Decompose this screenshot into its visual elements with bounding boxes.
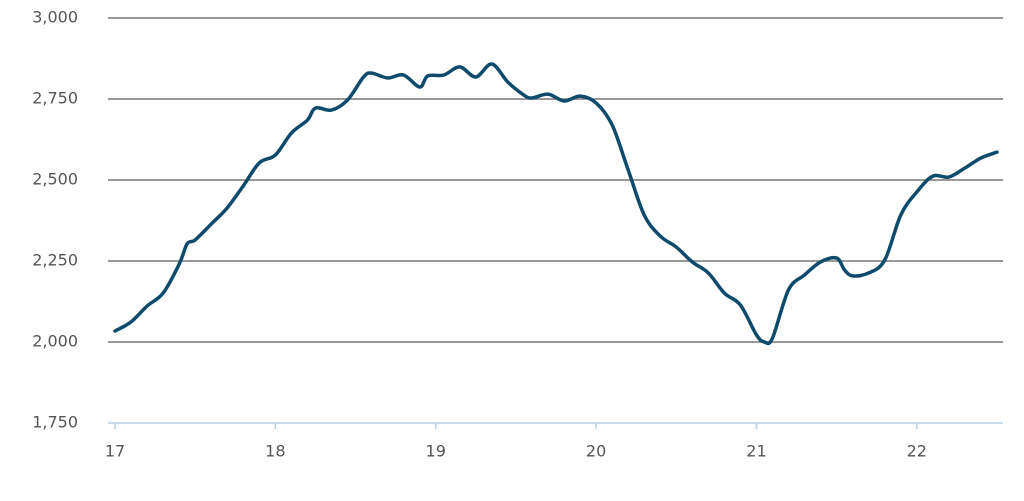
line bbox=[113, 62, 999, 346]
y-tick-label: 2,000 bbox=[32, 332, 78, 351]
y-tick-label: 1,750 bbox=[32, 413, 78, 432]
y-tick-label: 2,500 bbox=[32, 170, 78, 189]
x-tick-label: 20 bbox=[586, 442, 606, 461]
x-tick-label: 22 bbox=[907, 442, 927, 461]
x-tick-label: 17 bbox=[105, 442, 125, 461]
y-tick-label: 3,000 bbox=[32, 8, 78, 27]
x-tick-label: 18 bbox=[265, 442, 285, 461]
y-tick-label: 2,250 bbox=[32, 251, 78, 270]
x-tick-label: 21 bbox=[746, 442, 766, 461]
y-tick-label: 2,750 bbox=[32, 89, 78, 108]
x-tick-label: 19 bbox=[426, 442, 446, 461]
